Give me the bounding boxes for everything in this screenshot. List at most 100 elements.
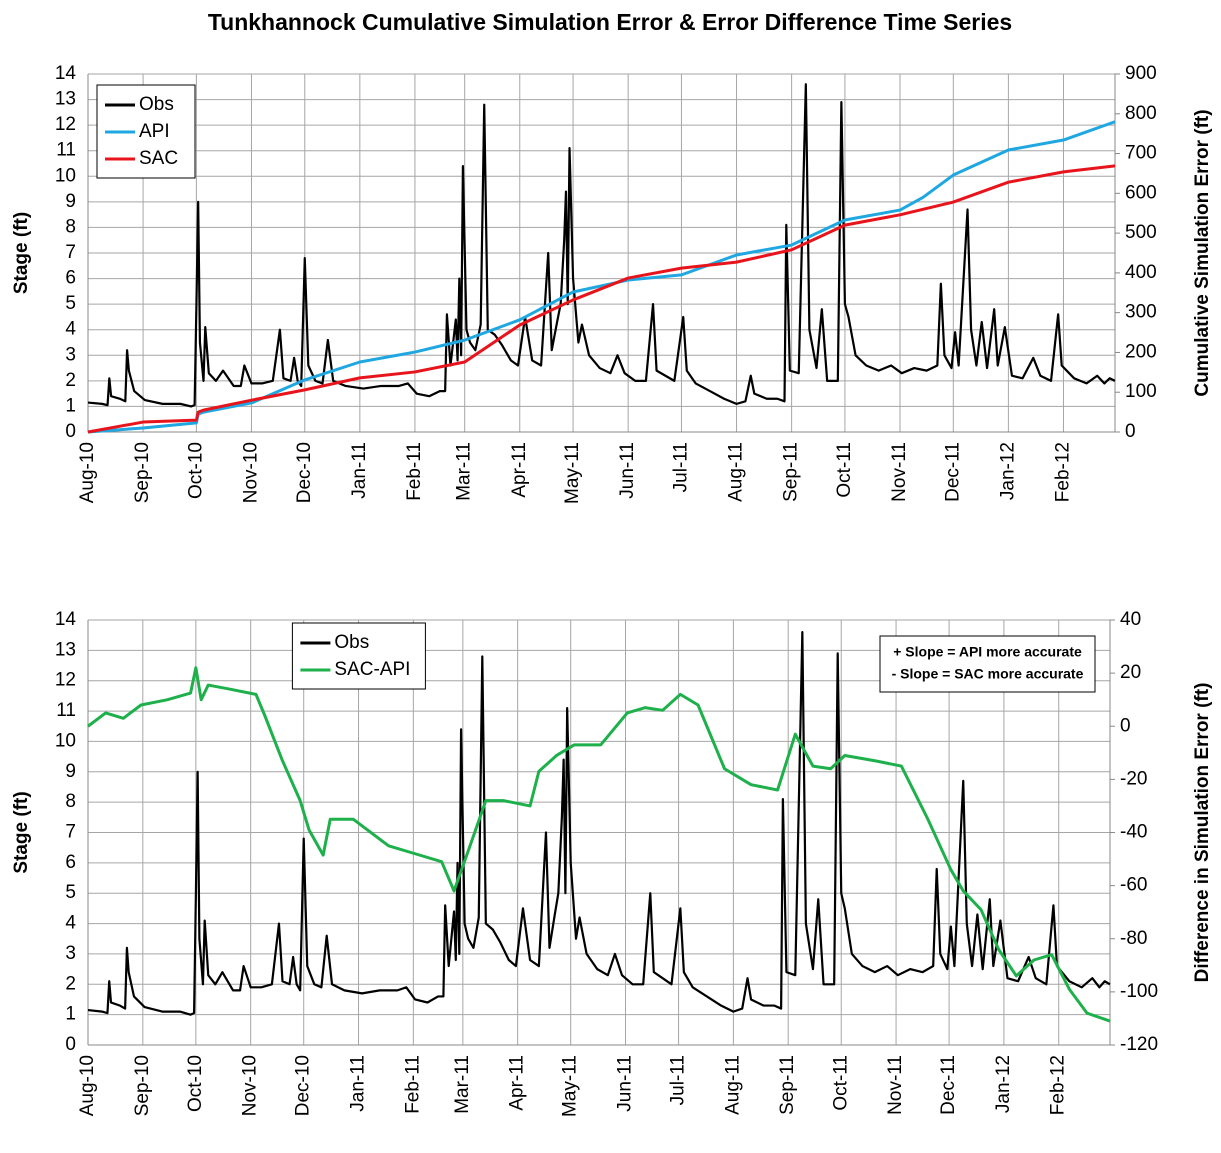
series-line: [87, 83, 1116, 408]
y-tick-label: 5: [65, 882, 76, 903]
x-tick-label: Nov-11: [885, 1055, 906, 1115]
legend-box: [291, 622, 426, 690]
y2-tick-label: 400: [1125, 262, 1157, 283]
annotation: - Slope = SAC more accurate: [892, 666, 1084, 682]
y-tick-label: 8: [65, 216, 76, 237]
y2-tick-label: 40: [1120, 609, 1141, 630]
y2-axis-title: Cumulative Simulation Error (ft): [1192, 109, 1213, 396]
x-tick-label: Sep-11: [781, 442, 802, 502]
y-tick-label: 2: [65, 973, 76, 994]
y-tick-label: 6: [65, 852, 76, 873]
y2-tick-label: 100: [1125, 381, 1157, 402]
y2-tick-label: 500: [1125, 222, 1157, 243]
annotation: + Slope = API more accurate: [893, 644, 1082, 660]
y-tick-label: 2: [65, 370, 76, 391]
y2-tick-label: 300: [1125, 302, 1157, 323]
x-tick-label: Sep-10: [132, 442, 153, 503]
legend-label: Obs: [334, 632, 369, 653]
y2-tick-label: -100: [1120, 981, 1158, 1002]
y-tick-label: 13: [55, 89, 76, 110]
y-tick-label: 12: [55, 670, 76, 691]
x-tick-label: May-11: [560, 1055, 581, 1117]
x-tick-label: Jun-11: [617, 442, 638, 499]
x-tick-label: Aug-10: [77, 442, 98, 503]
x-tick-label: Jun-11: [615, 1055, 636, 1112]
series-line: [87, 666, 1111, 1023]
x-tick-label: Oct-10: [185, 1055, 206, 1112]
y2-tick-label: 700: [1125, 143, 1157, 164]
y2-tick-label: -120: [1120, 1034, 1158, 1055]
x-tick-label: Feb-12: [1052, 442, 1073, 502]
y-tick-label: 0: [65, 1034, 76, 1055]
y2-tick-label: -40: [1120, 822, 1147, 843]
legend-label: Obs: [139, 94, 174, 115]
x-tick-label: Nov-11: [889, 442, 910, 502]
x-tick-label: Dec-11: [942, 442, 963, 502]
x-tick-label: Jan-11: [348, 1055, 369, 1112]
x-tick-label: Feb-11: [402, 1055, 423, 1114]
x-tick-label: Nov-10: [240, 1055, 261, 1116]
x-tick-label: Mar-11: [452, 1055, 473, 1114]
y-tick-label: 3: [65, 344, 76, 365]
y-tick-label: 7: [65, 822, 76, 843]
y-axis-title: Stage (ft): [11, 212, 32, 294]
y-tick-label: 10: [55, 730, 76, 751]
x-tick-label: Dec-11: [938, 1055, 959, 1115]
y2-tick-label: 200: [1125, 341, 1157, 362]
y-tick-label: 1: [65, 395, 76, 416]
y-tick-label: 7: [65, 242, 76, 263]
x-tick-label: Dec-10: [294, 442, 315, 503]
y-tick-label: 13: [55, 639, 76, 660]
y-tick-label: 9: [65, 191, 76, 212]
y2-tick-label: -20: [1120, 768, 1147, 789]
y2-tick-label: -80: [1120, 928, 1147, 949]
x-tick-label: Aug-10: [77, 1055, 98, 1116]
y2-tick-label: 0: [1125, 421, 1136, 442]
y2-tick-label: 900: [1125, 63, 1157, 84]
y-tick-label: 0: [65, 421, 76, 442]
y2-tick-label: -60: [1120, 875, 1147, 896]
chart-title: Tunkhannock Cumulative Simulation Error …: [208, 9, 1012, 35]
x-tick-label: Nov-10: [240, 442, 261, 503]
y-axis-title: Stage (ft): [11, 791, 32, 873]
y-tick-label: 11: [56, 700, 76, 721]
y-tick-label: 9: [65, 761, 76, 782]
x-tick-label: Jul-11: [670, 442, 691, 492]
x-tick-label: Jan-11: [349, 442, 370, 499]
y-tick-label: 12: [55, 114, 76, 135]
y2-tick-label: 800: [1125, 103, 1157, 124]
x-tick-label: Aug-11: [722, 1055, 743, 1115]
y-tick-label: 11: [56, 140, 76, 161]
y-tick-label: 8: [65, 791, 76, 812]
x-tick-label: Sep-10: [132, 1055, 153, 1116]
x-tick-label: Apr-11: [507, 1055, 528, 1111]
x-tick-label: Dec-10: [293, 1055, 314, 1116]
y2-axis-title: Difference in Simulation Error (ft): [1192, 683, 1213, 983]
y-tick-label: 4: [65, 319, 76, 340]
x-tick-label: Aug-11: [726, 442, 747, 502]
x-tick-label: Feb-12: [1048, 1055, 1069, 1115]
y2-tick-label: 0: [1120, 715, 1131, 736]
legend-label: API: [139, 121, 170, 142]
x-tick-label: Sep-11: [777, 1055, 798, 1115]
y2-tick-label: 20: [1120, 662, 1141, 683]
annotation-box: [879, 635, 1096, 693]
x-tick-label: Oct-11: [830, 1055, 851, 1111]
x-tick-label: Oct-10: [185, 442, 206, 499]
legend-label: SAC-API: [334, 659, 410, 680]
y-tick-label: 1: [65, 1004, 76, 1025]
x-tick-label: May-11: [562, 442, 583, 504]
y-tick-label: 5: [65, 293, 76, 314]
y-tick-label: 14: [55, 609, 77, 630]
x-tick-label: Jan-12: [997, 442, 1018, 500]
x-tick-label: Mar-11: [454, 442, 475, 501]
x-tick-label: Feb-11: [404, 442, 425, 501]
y-tick-label: 4: [65, 913, 76, 934]
y2-tick-label: 600: [1125, 182, 1157, 203]
y-tick-label: 3: [65, 943, 76, 964]
y-tick-label: 14: [55, 63, 77, 84]
x-tick-label: Jul-11: [668, 1055, 689, 1105]
series-line: [87, 164, 1116, 434]
series-line: [87, 120, 1116, 434]
